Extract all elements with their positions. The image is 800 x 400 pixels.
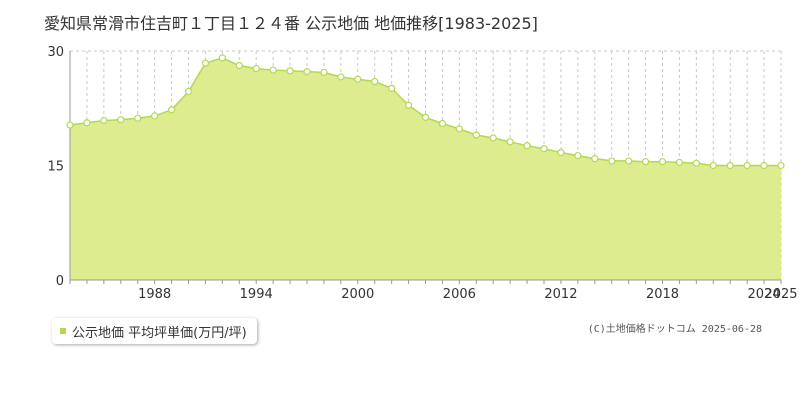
data-point (371, 77, 379, 86)
data-point (201, 59, 210, 67)
data-point (557, 148, 565, 157)
x-tick-label: 2006 (443, 287, 476, 302)
data-point (100, 116, 108, 125)
data-point (388, 84, 396, 93)
legend-label: 公示地価 平均坪単価(万円/坪) (72, 325, 247, 341)
data-point (167, 106, 176, 114)
data-point (252, 64, 260, 73)
data-point (472, 131, 480, 139)
x-tick-label: 2012 (544, 287, 577, 302)
data-point (743, 161, 751, 170)
data-point (641, 158, 650, 166)
data-point (269, 66, 277, 74)
data-point (625, 157, 633, 165)
y-tick-label: 0 (56, 274, 64, 289)
data-point (489, 134, 497, 142)
data-point (608, 157, 616, 165)
data-point (574, 151, 582, 160)
data-point (404, 101, 413, 109)
data-point (117, 116, 125, 124)
data-point (506, 138, 514, 146)
data-point (523, 142, 531, 150)
data-point (540, 145, 548, 153)
x-tick-label: 2000 (341, 287, 374, 302)
data-point (354, 75, 362, 83)
data-point (675, 158, 684, 167)
data-point (151, 112, 159, 120)
data-point (726, 161, 734, 170)
data-point (286, 67, 294, 75)
x-tick-label: 2024 (748, 287, 781, 302)
data-point (760, 161, 768, 170)
x-tick-label: 1994 (240, 287, 273, 302)
data-point (438, 119, 447, 128)
data-point (303, 68, 311, 76)
legend: 公示地価 平均坪単価(万円/坪) (52, 318, 257, 344)
area-fill (70, 57, 781, 281)
x-tick-label: 2025 (764, 287, 797, 302)
data-point (709, 161, 717, 170)
data-point (591, 155, 599, 163)
data-point (235, 61, 243, 70)
data-point (66, 121, 74, 129)
y-tick-label: 15 (47, 160, 64, 175)
data-point (658, 158, 667, 166)
axes (69, 51, 782, 284)
data-point (320, 68, 328, 76)
data-point (184, 87, 193, 96)
copyright: (C)土地価格ドットコム 2025-06-28 (587, 324, 762, 335)
x-tick-label: 2018 (646, 287, 679, 302)
y-tick-labels: 0 15 30 (47, 45, 64, 289)
x-tick-label: 1988 (138, 287, 171, 302)
data-point (218, 54, 226, 62)
legend-swatch (60, 328, 66, 334)
data-point (134, 114, 142, 122)
data-point (692, 159, 700, 167)
chart-title: 愛知県常滑市住吉町１丁目１２４番 公示地価 地価推移[1983-2025] (44, 14, 538, 33)
data-point (421, 113, 430, 122)
data-point (777, 161, 785, 170)
y-tick-label: 30 (47, 45, 64, 60)
data-point (455, 125, 463, 133)
data-point (83, 119, 91, 127)
data-points (66, 54, 785, 170)
data-point (337, 73, 345, 81)
